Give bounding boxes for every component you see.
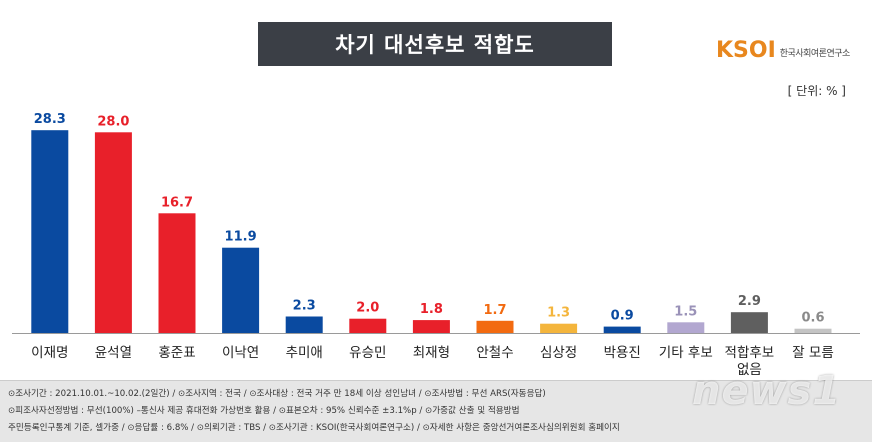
bar [540,323,578,333]
bar [667,322,705,334]
footer-line-1: ⊙조사기간 : 2021.10.01.~10.02.(2일간) / ⊙조사지역 … [8,389,546,399]
bar [158,213,196,333]
category-label: 적합후보 [725,345,775,361]
data-label: 1.5 [674,304,697,319]
data-label: 11.9 [225,230,257,245]
category-label: 이재명 [31,345,68,361]
category-label: 심상정 [540,345,577,361]
bar [31,130,69,333]
category-label: 잘 모름 [792,345,834,361]
category-label: 최재형 [413,345,450,361]
data-label: 2.9 [738,294,761,309]
bar [349,318,387,333]
category-label: 박용진 [604,345,641,361]
category-label: 윤석열 [95,345,132,361]
logo-mark-text: KSOI [716,38,776,63]
category-label: 없음 [737,362,762,378]
footer-line-3: 주민등록인구통계 기준, 셀가중 / ⊙응답률 : 6.8% / ⊙의뢰기관 :… [8,423,620,433]
data-label: 0.9 [611,309,634,324]
bar-chart: 28.3 이재명 28.0 윤석열 16.7 홍준표 11.9 이낙연 2.3 추미애 2.0 유승민… [12,112,860,378]
bar [794,328,832,333]
ksoi-logo: KSOI 한국사회여론연구소 [716,40,850,62]
bar [476,320,514,333]
news1-watermark: news1 [692,368,842,414]
logo-mark: KSOI [716,40,776,62]
bar [285,316,323,333]
footer-line-2: ⊙피조사자선정방법 : 무선(100%) –통신사 제공 휴대전화 가상번호 활… [8,406,520,416]
category-label: 추미애 [286,345,323,361]
unit-label: [ 단위: % ] [787,84,846,98]
data-label: 28.0 [97,114,129,129]
bar [603,326,641,334]
data-label: 2.3 [293,299,316,314]
category-label: 이낙연 [222,345,259,361]
survey-footer: ⊙조사기간 : 2021.10.01.~10.02.(2일간) / ⊙조사지역 … [0,380,872,442]
bar [730,312,768,333]
bar [94,132,132,333]
bar [412,320,450,333]
chart-title: 차기 대선후보 적합도 [335,33,535,57]
category-label: 홍준표 [158,345,195,361]
data-label: 2.0 [356,301,379,316]
category-label: 유승민 [349,345,386,361]
category-label: 기타 후보 [659,345,713,361]
data-label: 16.7 [161,195,193,210]
data-label: 1.3 [547,306,570,321]
data-label: 1.8 [420,302,443,317]
category-label: 안철수 [476,345,513,361]
data-label: 0.6 [801,311,824,326]
chart-title-box: 차기 대선후보 적합도 [258,22,612,66]
bar [222,247,260,333]
data-label: 28.3 [34,112,66,127]
data-label: 1.7 [483,303,506,318]
logo-text: 한국사회여론연구소 [779,49,851,59]
